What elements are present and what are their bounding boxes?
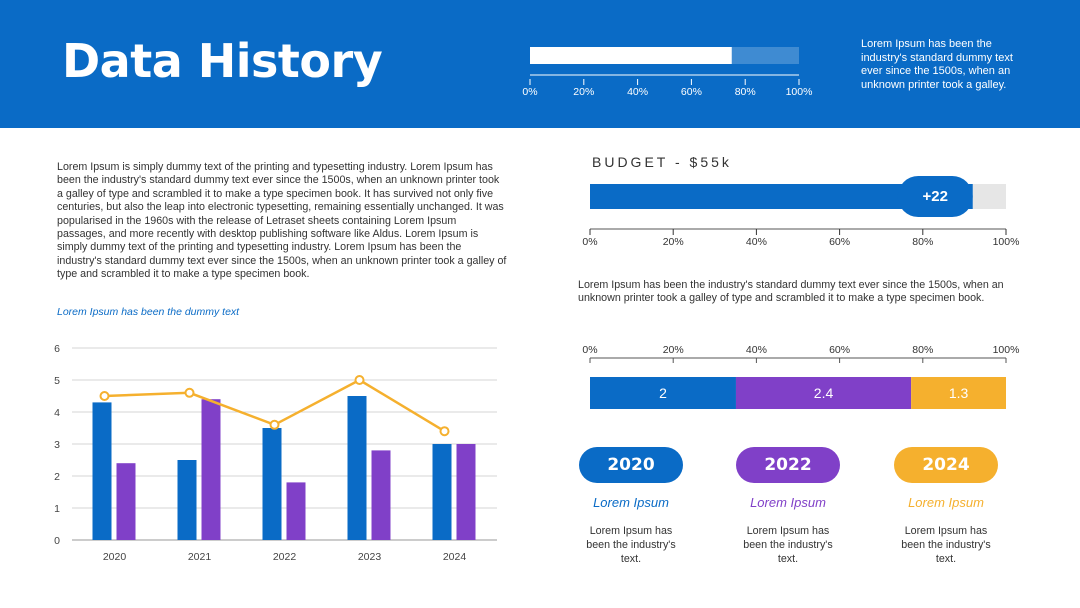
column-bar-series2	[456, 444, 476, 540]
budget-tick-label: 80%	[912, 236, 933, 248]
x-tick-label: 2024	[443, 551, 467, 563]
stacked-segment-label: 2.4	[814, 385, 834, 401]
year-title-2024: Lorem Ipsum	[908, 495, 984, 510]
stacked-segment-1	[590, 377, 736, 409]
y-tick-label: 2	[54, 471, 60, 483]
budget-badge	[897, 176, 973, 217]
stacked-tick-label: 40%	[746, 344, 767, 356]
x-tick-label: 2022	[273, 551, 297, 563]
intro-caption: Lorem Ipsum has been the dummy text	[57, 306, 240, 318]
column-bar-series2	[201, 399, 221, 540]
x-tick-label: 2023	[358, 551, 382, 563]
year-title-2022: Lorem Ipsum	[750, 495, 826, 510]
y-tick-label: 1	[54, 503, 60, 515]
column-bar-series2	[371, 450, 391, 540]
column-bar-series1	[347, 396, 367, 540]
year-title-2020: Lorem Ipsum	[593, 495, 669, 510]
stacked-segment-label: 2	[659, 385, 667, 401]
column-bar-series1	[92, 402, 112, 540]
year-desc-2024: Lorem Ipsum has been the industry's text…	[901, 525, 991, 565]
header-progress-tick-label: 100%	[786, 86, 813, 98]
header-progress-tick-label: 0%	[522, 86, 537, 98]
year-pill-2022: 2022	[736, 447, 840, 483]
stacked-segment-3	[911, 377, 1006, 409]
stacked-segment-2	[735, 377, 912, 409]
trend-point	[354, 375, 365, 385]
year-desc-2022: Lorem Ipsum has been the industry's text…	[743, 525, 833, 565]
y-tick-label: 6	[54, 343, 60, 355]
header-progress-fill	[530, 47, 732, 64]
year-pill-2020: 2020	[579, 447, 683, 483]
budget-tick-label: 20%	[663, 236, 684, 248]
budget-tick-label: 0%	[582, 236, 597, 248]
y-tick-label: 5	[54, 375, 60, 387]
column-bar-series2	[116, 463, 136, 540]
intro-paragraph: Lorem Ipsum is simply dummy text of the …	[57, 161, 507, 281]
column-bar-series1	[262, 428, 282, 540]
trend-point	[439, 426, 450, 437]
x-tick-label: 2021	[188, 551, 212, 563]
stacked-tick-label: 20%	[663, 344, 684, 356]
header-progress-tick-label: 60%	[681, 86, 702, 98]
budget-title: BUDGET - $55k	[592, 154, 732, 170]
budget-tick-label: 60%	[829, 236, 850, 248]
stacked-tick-label: 60%	[829, 344, 850, 356]
header-note: Lorem Ipsum has been the industry's stan…	[861, 38, 1013, 91]
trend-point	[269, 419, 280, 430]
year-pill-2024: 2024	[894, 447, 998, 483]
column-bar-series1	[177, 460, 197, 540]
stacked-tick-label: 100%	[993, 344, 1020, 356]
y-tick-label: 0	[54, 535, 60, 547]
header-progress-tick-label: 40%	[627, 86, 648, 98]
column-bar-series1	[432, 444, 452, 540]
column-bar-series2	[286, 482, 306, 540]
budget-tick-label: 100%	[993, 236, 1020, 248]
stacked-segment-label: 1.3	[949, 385, 969, 401]
trend-point	[99, 391, 110, 401]
y-tick-label: 4	[54, 407, 60, 419]
middle-note: Lorem Ipsum has been the industry's stan…	[578, 279, 1004, 305]
x-tick-label: 2020	[103, 551, 127, 563]
stacked-tick-label: 0%	[582, 344, 597, 356]
trend-point	[184, 387, 195, 398]
header-progress-tick-label: 20%	[573, 86, 594, 98]
stacked-tick-label: 80%	[912, 344, 933, 356]
budget-badge-label: +22	[922, 188, 947, 205]
year-desc-2020: Lorem Ipsum has been the industry's text…	[586, 525, 676, 565]
page-title: Data History	[62, 34, 383, 88]
budget-tick-label: 40%	[746, 236, 767, 248]
header-progress-tick-label: 80%	[735, 86, 756, 98]
y-tick-label: 3	[54, 439, 60, 451]
